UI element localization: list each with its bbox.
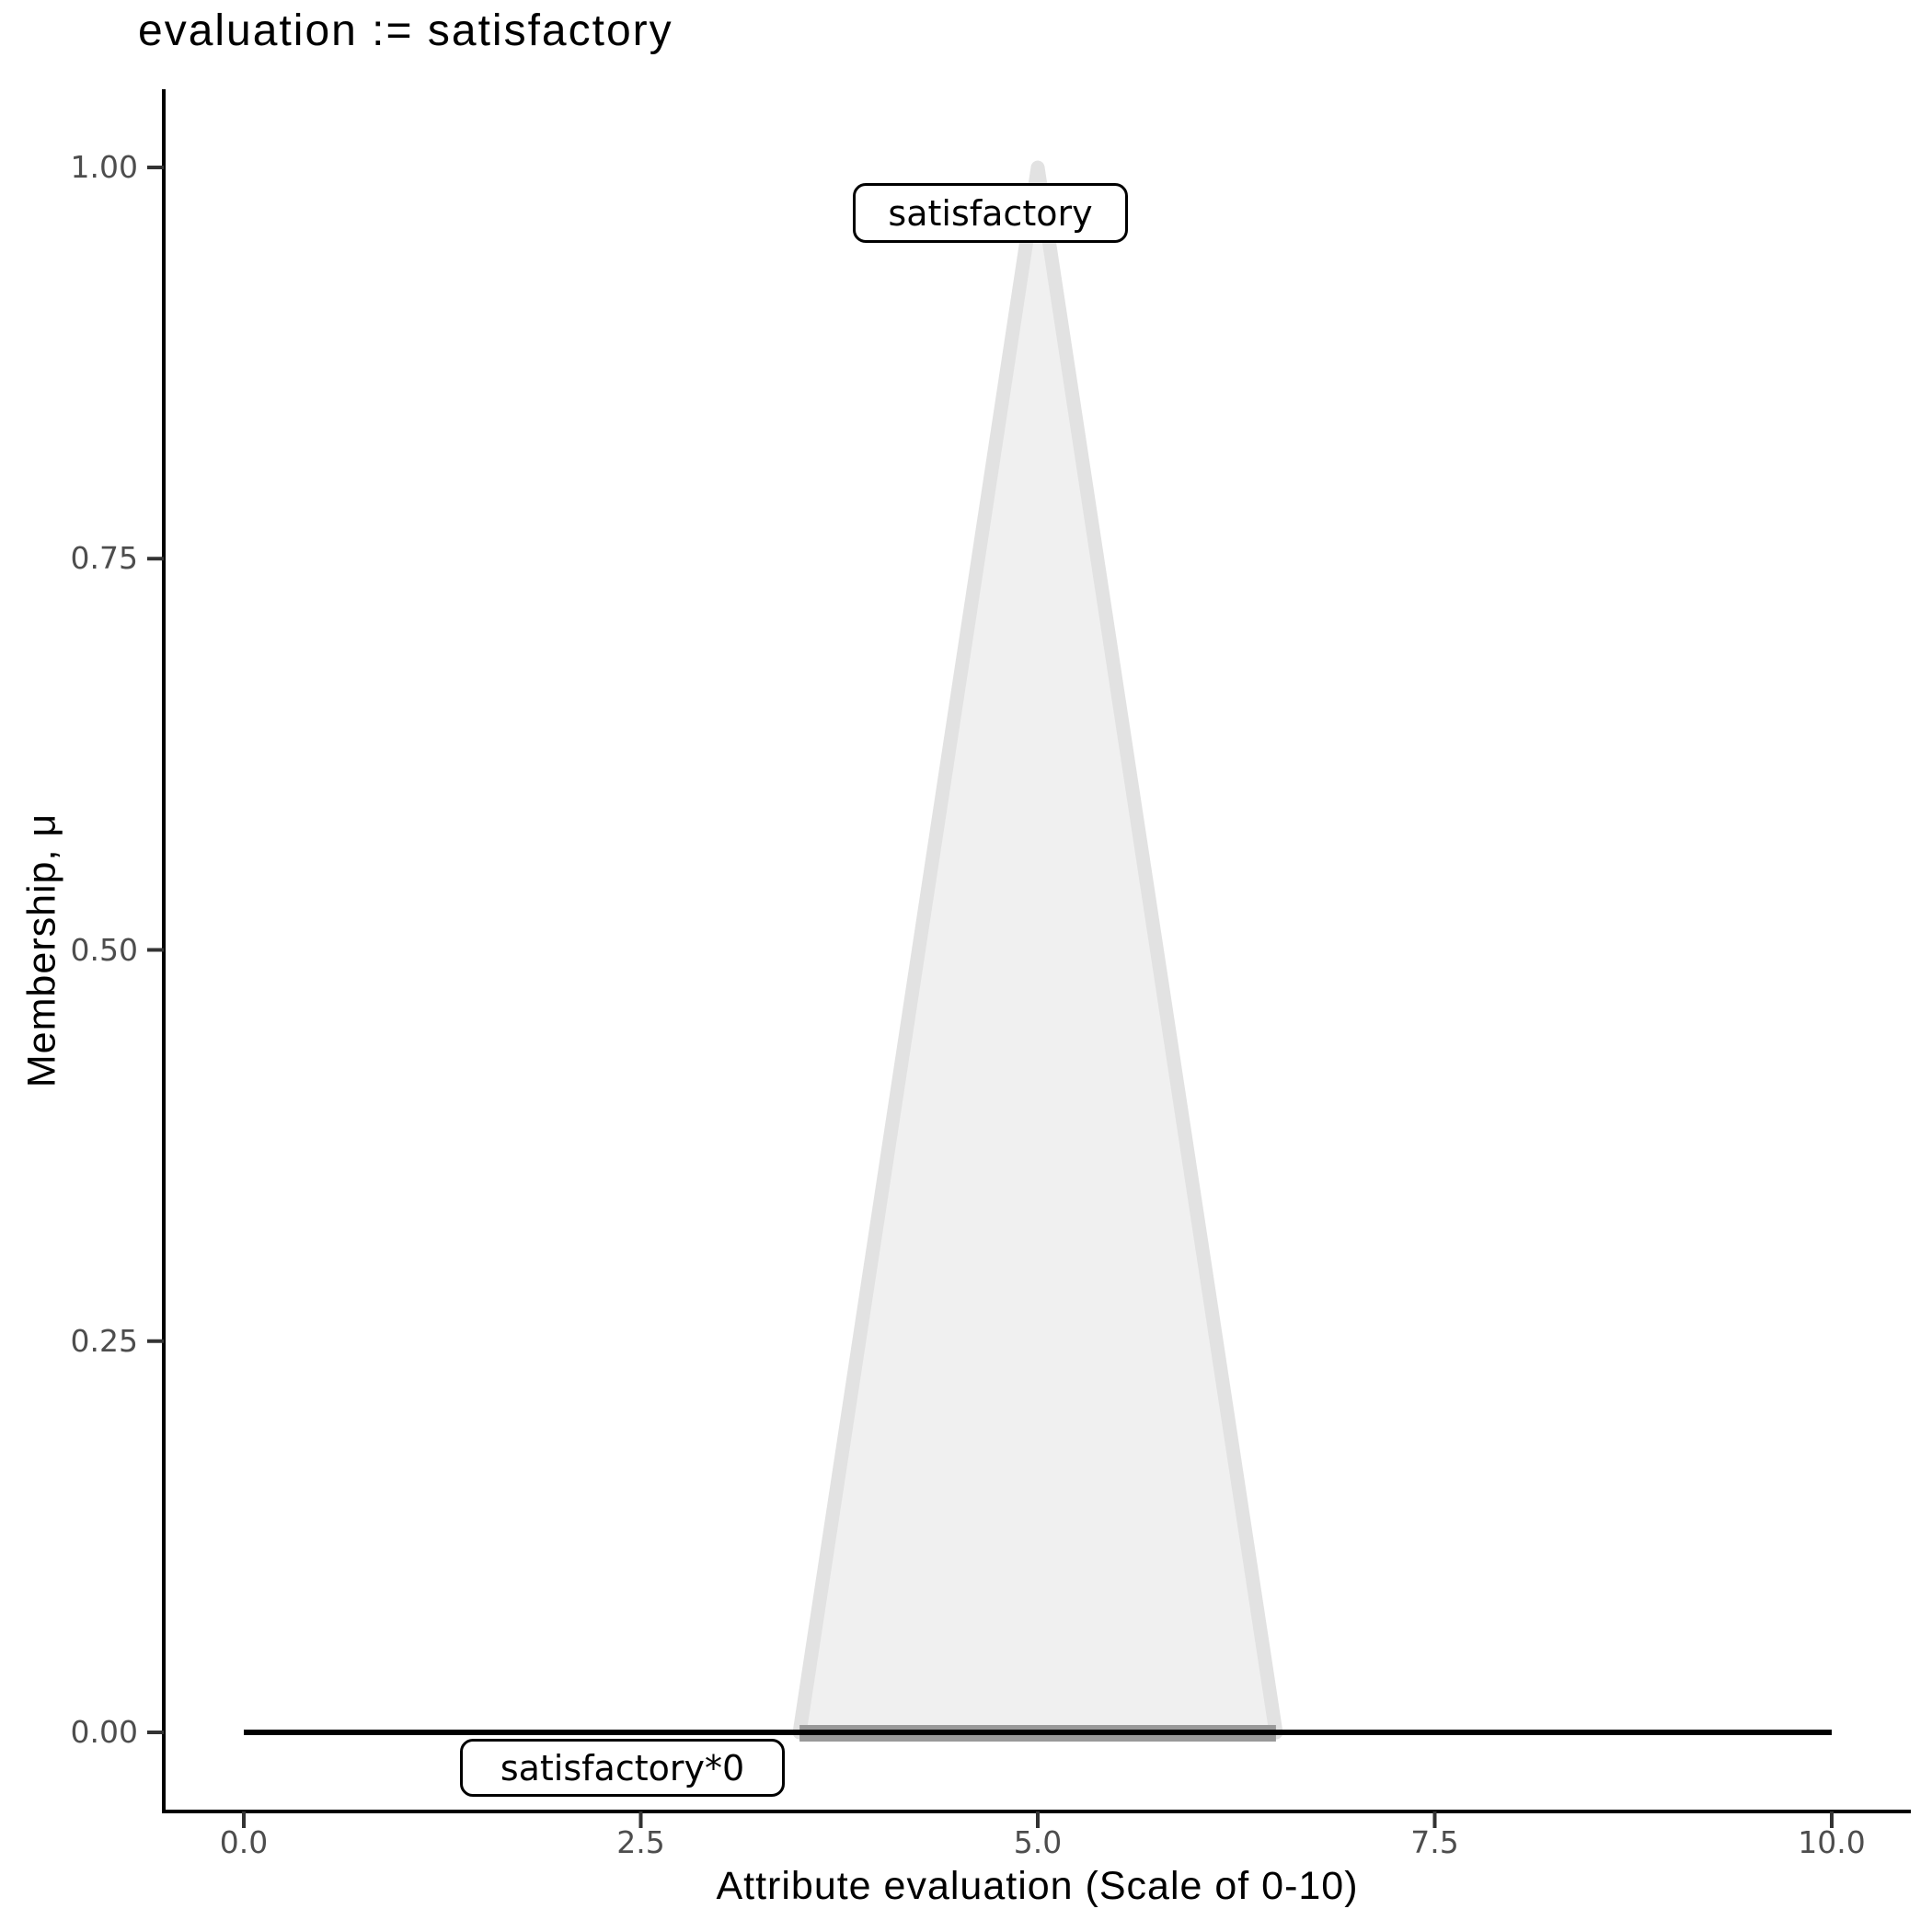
y-axis-title: Membership, μ	[19, 812, 64, 1088]
y-tick-label: 0.75	[70, 540, 138, 577]
annotation-satisfactory: satisfactory	[853, 183, 1128, 243]
y-tick-label: 1.00	[70, 149, 138, 185]
x-tick-label: 5.0	[1013, 1824, 1063, 1860]
x-tick-label: 2.5	[616, 1824, 665, 1860]
x-tick-label: 7.5	[1410, 1824, 1459, 1860]
membership-curve	[792, 160, 1283, 1740]
annotation-satisfactory-times-zero: satisfactory*0	[460, 1739, 785, 1797]
plot-title: evaluation := satisfactory	[138, 6, 673, 55]
y-tick-label: 0.50	[70, 931, 138, 968]
membership-area-fill	[799, 167, 1276, 1732]
x-axis-title: Attribute evaluation (Scale of 0-10)	[716, 1864, 1359, 1908]
x-tick-label: 10.0	[1798, 1824, 1866, 1860]
x-tick-label: 0.0	[219, 1824, 269, 1860]
y-tick-label: 0.00	[70, 1714, 138, 1750]
y-tick-label: 0.25	[70, 1322, 138, 1359]
